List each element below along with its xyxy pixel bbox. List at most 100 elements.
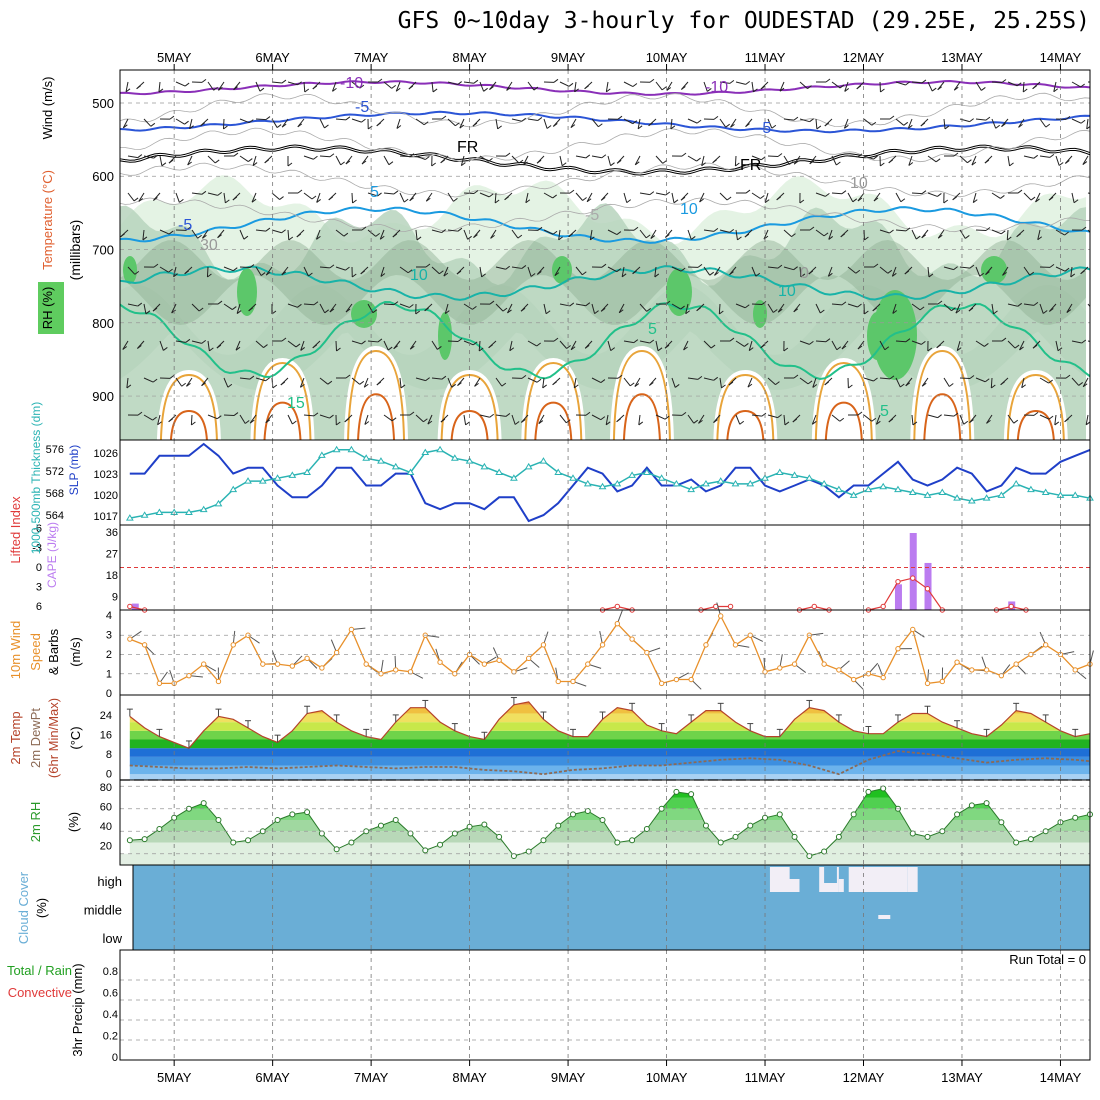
wind-barb xyxy=(191,303,200,312)
wind-barb xyxy=(831,303,843,306)
wind-barb-flag xyxy=(984,159,990,164)
wind-barb xyxy=(479,155,489,162)
rh-point xyxy=(643,826,650,832)
cloud-level-label: low xyxy=(102,931,122,946)
wind-barb-flag xyxy=(617,374,623,379)
wind-barb-flag xyxy=(937,234,943,239)
label-dew2m: 2m DewPt xyxy=(28,708,43,768)
wind-barb-flag xyxy=(745,80,751,85)
wind-barb-flag xyxy=(1065,374,1071,379)
wind-barb-flag xyxy=(376,381,382,386)
thickness-point xyxy=(598,482,607,490)
wind-barb-flag xyxy=(1032,85,1037,90)
wind-barb xyxy=(479,414,490,418)
wind-barb-flag xyxy=(296,233,302,238)
rh-point xyxy=(776,811,783,818)
wind-barb-flag xyxy=(1016,233,1021,238)
wind-barb-flag xyxy=(123,124,128,129)
wind-barb-flag xyxy=(490,235,495,239)
rh-point xyxy=(569,811,576,818)
wind-barb-flag xyxy=(621,273,627,278)
wind-barb xyxy=(479,266,483,277)
wind-barb-flag xyxy=(1042,310,1048,314)
wind-barb xyxy=(175,377,183,387)
wind-barb-flag xyxy=(921,190,927,195)
wind-barb xyxy=(591,303,596,314)
wind-barb xyxy=(527,118,538,121)
wind10-point xyxy=(732,642,739,648)
rh-moist-blob xyxy=(753,300,767,328)
wind-barb xyxy=(911,340,922,345)
wind-barb-flag xyxy=(928,273,934,278)
wind-barb-flag xyxy=(558,236,563,241)
wind-barb-flag xyxy=(280,381,286,386)
wind-barb xyxy=(699,192,705,203)
lifted-index-point xyxy=(727,603,734,610)
wind10-point xyxy=(983,667,990,673)
wind-barb xyxy=(735,340,745,347)
wind-barb xyxy=(319,414,330,419)
temp-tick: 16 xyxy=(100,730,112,742)
wind-barb xyxy=(478,340,481,352)
wind-barb xyxy=(687,155,697,162)
wind-barb xyxy=(589,229,593,240)
wind-barb-flag xyxy=(1053,88,1059,93)
wind10-point xyxy=(629,636,635,642)
wind-barb-flag xyxy=(662,159,668,164)
wind-barb-flag xyxy=(884,346,890,351)
rh-legend-swatch xyxy=(38,282,64,334)
wind-barb-flag xyxy=(312,344,318,349)
wind-barb-flag xyxy=(1019,346,1024,351)
wind-barb-flag xyxy=(377,338,383,343)
slp-tick: 1017 xyxy=(94,511,118,523)
wind-barb-flag xyxy=(1013,419,1019,424)
wind-barb-flag xyxy=(191,421,196,426)
time-label-bottom: 5MAY xyxy=(157,1070,192,1085)
thickness-point xyxy=(805,474,814,481)
thickness-point xyxy=(864,485,873,493)
wind-barb-flag xyxy=(459,124,465,129)
wind-barb-flag xyxy=(824,122,830,127)
wind-barb xyxy=(126,377,129,388)
wind-barb-flag xyxy=(313,155,318,160)
wind-barb-flag xyxy=(1057,347,1063,352)
wind-barb xyxy=(335,155,342,166)
wind-barb xyxy=(879,229,890,234)
wind-barb xyxy=(1018,118,1025,128)
wind-barb xyxy=(159,155,163,166)
rh-point xyxy=(924,833,931,840)
wind-barb-flag xyxy=(710,344,716,349)
rh-point xyxy=(230,839,237,846)
wind-barb-flag xyxy=(985,227,991,231)
wind10-point xyxy=(939,678,945,685)
wind10-point xyxy=(924,680,931,687)
wind-barb-flag xyxy=(1080,83,1085,88)
wind-barb-flag xyxy=(685,310,690,315)
wind10-point xyxy=(260,661,266,667)
wind-barb-flag xyxy=(648,122,653,127)
wind-barb-flag xyxy=(233,412,239,416)
wind-barb-flag xyxy=(981,87,986,91)
label-total-rain: Total / Rain xyxy=(7,963,72,978)
wind-barb xyxy=(863,377,874,382)
wind-barb-flag xyxy=(616,418,621,423)
wind-barb xyxy=(895,377,901,388)
wind-barb-flag xyxy=(133,197,139,202)
wind-barb-flag xyxy=(645,234,651,239)
wind-barb-flag xyxy=(408,85,414,90)
wind-barb xyxy=(460,155,465,166)
rh-band xyxy=(129,831,1090,843)
wind-barb-flag xyxy=(915,235,921,240)
wind-barb-flag xyxy=(161,162,167,167)
wind-barb xyxy=(767,155,779,158)
wind-barb-flag xyxy=(393,345,399,350)
wind-barb-flag xyxy=(263,344,268,348)
wind-barb xyxy=(271,192,280,200)
wind10-point xyxy=(614,621,621,627)
wind-barb xyxy=(847,303,858,308)
wind-barb xyxy=(586,192,593,202)
wind-barb xyxy=(991,229,1002,235)
freezing-level-inner xyxy=(120,145,1090,175)
rh-point xyxy=(126,837,133,844)
wind-barb xyxy=(319,377,329,385)
